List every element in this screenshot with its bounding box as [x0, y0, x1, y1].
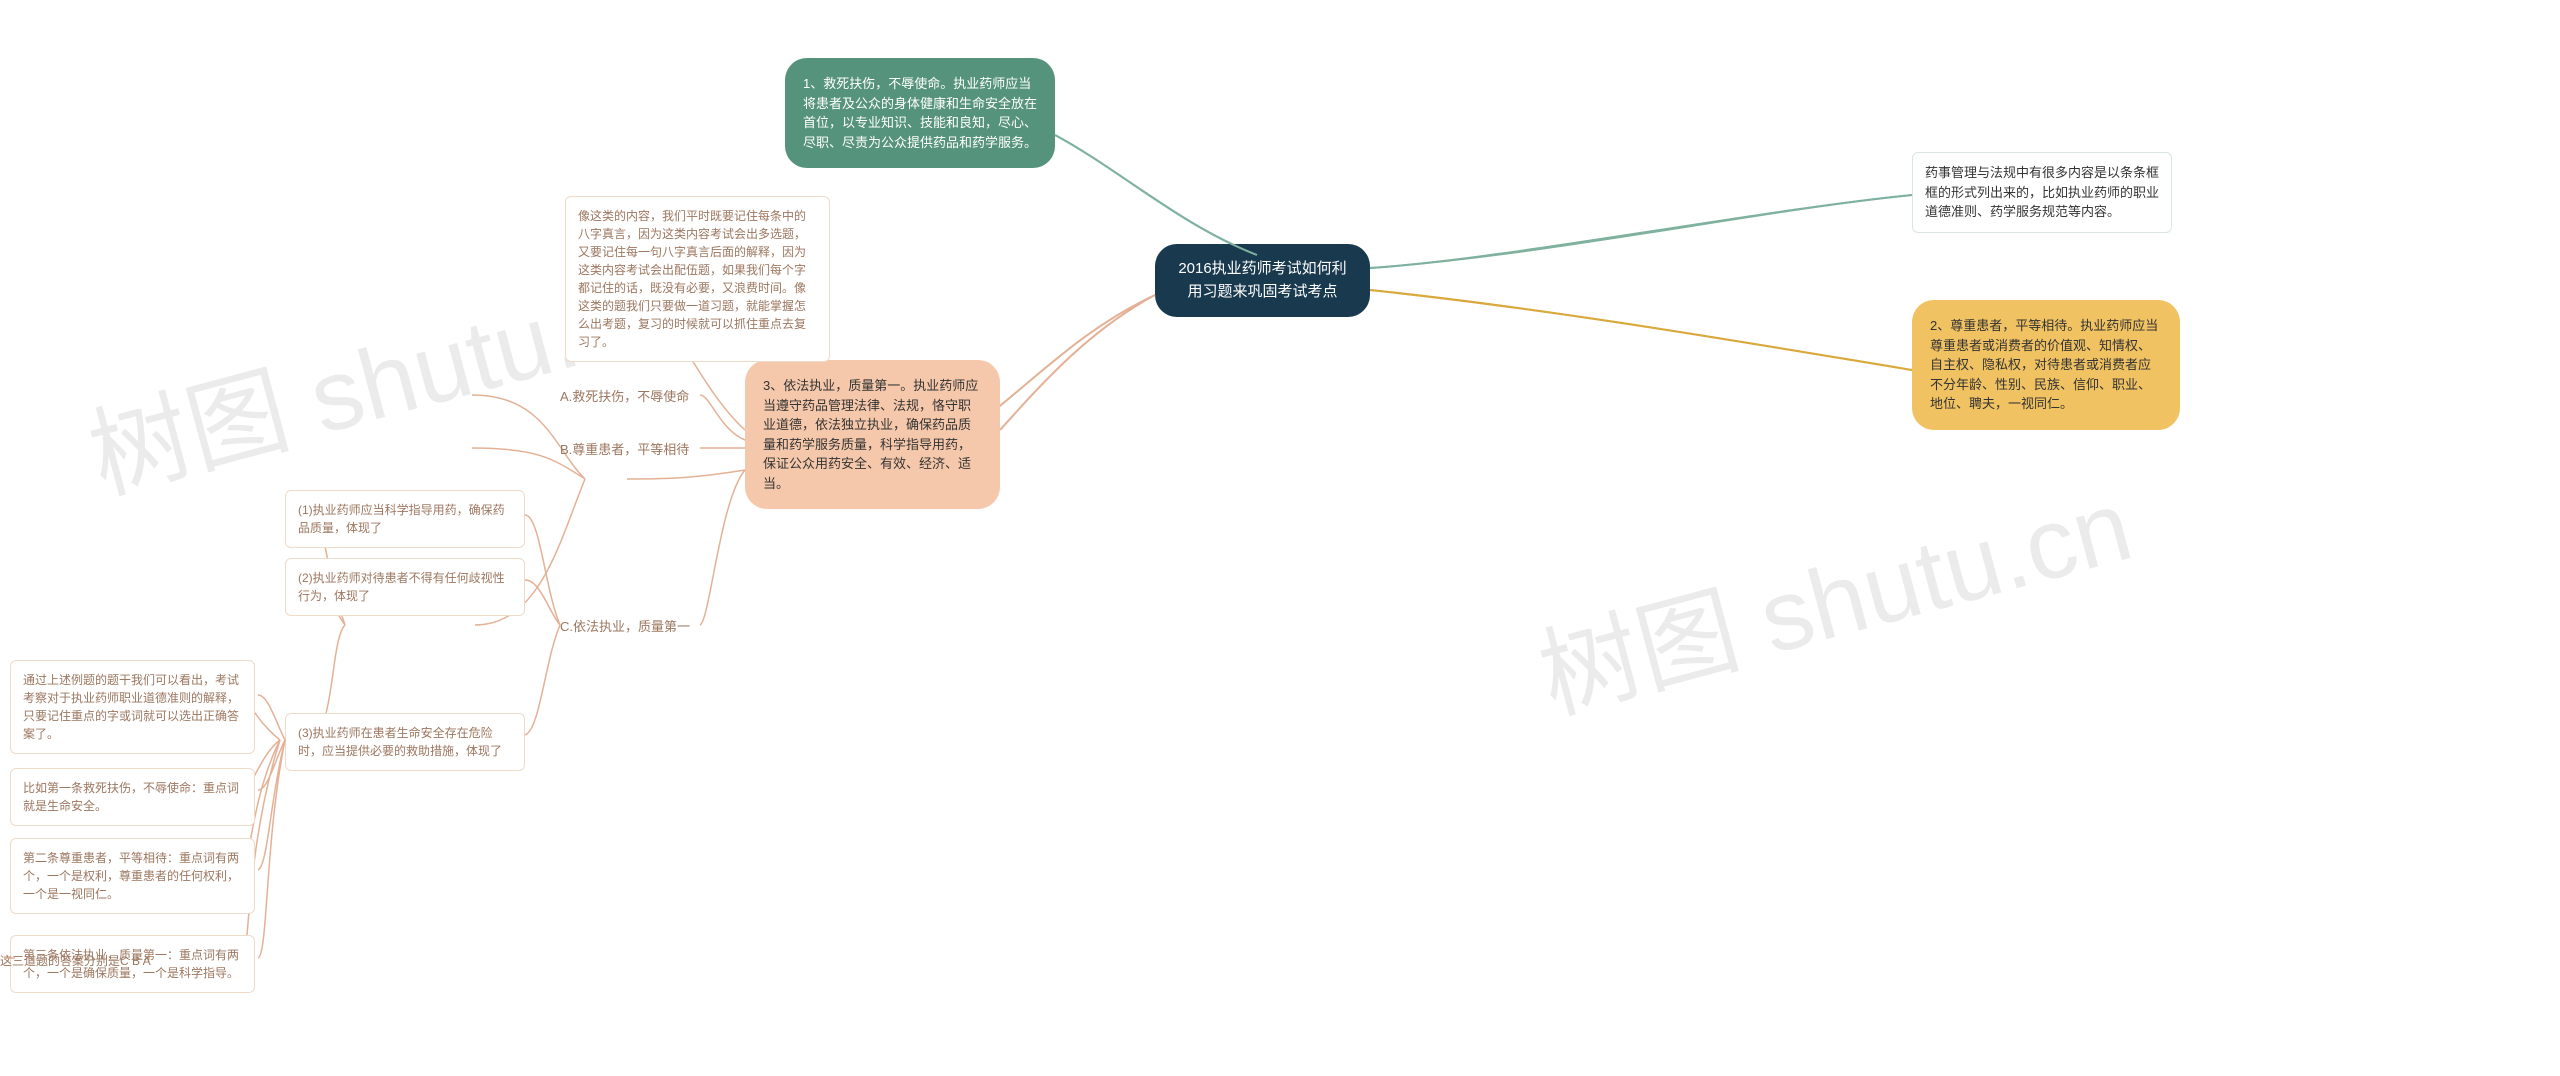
- branch-yellow[interactable]: 2、尊重患者，平等相待。执业药师应当尊重患者或消费者的价值观、知情权、自主权、隐…: [1912, 300, 2180, 430]
- branch-yellow-text: 2、尊重患者，平等相待。执业药师应当尊重患者或消费者的价值观、知情权、自主权、隐…: [1930, 318, 2158, 411]
- leaf-1-text: 通过上述例题的题干我们可以看出，考试考察对于执业药师职业道德准则的解释，只要记住…: [23, 673, 239, 741]
- peach-box-3-text: (3)执业药师在患者生命安全存在危险时，应当提供必要的救助措施，体现了: [298, 726, 502, 758]
- leaf-2-text: 比如第一条救死扶伤，不辱使命：重点词就是生命安全。: [23, 781, 239, 813]
- label-c: C.依法执业，质量第一: [560, 618, 690, 636]
- root-node[interactable]: 2016执业药师考试如何利 用习题来巩固考试考点: [1155, 244, 1370, 317]
- peach-box-1-text: (1)执业药师应当科学指导用药，确保药品质量，体现了: [298, 503, 505, 535]
- branch-green-text: 1、救死扶伤，不辱使命。执业药师应当将患者及公众的身体健康和生命安全放在首位，以…: [803, 76, 1037, 150]
- branch-green[interactable]: 1、救死扶伤，不辱使命。执业药师应当将患者及公众的身体健康和生命安全放在首位，以…: [785, 58, 1055, 168]
- leaf-1[interactable]: 通过上述例题的题干我们可以看出，考试考察对于执业药师职业道德准则的解释，只要记住…: [10, 660, 255, 754]
- label-a: A.救死扶伤，不辱使命: [560, 388, 689, 406]
- peach-intro-box[interactable]: 像这类的内容，我们平时既要记住每条中的八字真言，因为这类内容考试会出多选题，又要…: [565, 196, 830, 362]
- right-info-green[interactable]: 药事管理与法规中有很多内容是以条条框框的形式列出来的，比如执业药师的职业道德准则…: [1912, 152, 2172, 233]
- peach-intro-text: 像这类的内容，我们平时既要记住每条中的八字真言，因为这类内容考试会出多选题，又要…: [578, 209, 806, 349]
- peach-box-3[interactable]: (3)执业药师在患者生命安全存在危险时，应当提供必要的救助措施，体现了: [285, 713, 525, 771]
- leaf-5-label-visible: 这三道题的答案分别是C B A: [0, 953, 151, 970]
- branch-peach-text: 3、依法执业，质量第一。执业药师应当遵守药品管理法律、法规，恪守职业道德，依法独…: [763, 378, 978, 491]
- peach-box-1[interactable]: (1)执业药师应当科学指导用药，确保药品质量，体现了: [285, 490, 525, 548]
- watermark-2: 树图 shutu.cn: [1522, 444, 2145, 741]
- leaf-3-text: 第二条尊重患者，平等相待：重点词有两个，一个是权利，尊重患者的任何权利，一个是一…: [23, 851, 239, 901]
- peach-box-2[interactable]: (2)执业药师对待患者不得有任何歧视性行为，体现了: [285, 558, 525, 616]
- root-title: 2016执业药师考试如何利 用习题来巩固考试考点: [1175, 258, 1350, 303]
- branch-peach[interactable]: 3、依法执业，质量第一。执业药师应当遵守药品管理法律、法规，恪守职业道德，依法独…: [745, 360, 1000, 509]
- peach-box-2-text: (2)执业药师对待患者不得有任何歧视性行为，体现了: [298, 571, 505, 603]
- leaf-3[interactable]: 第二条尊重患者，平等相待：重点词有两个，一个是权利，尊重患者的任何权利，一个是一…: [10, 838, 255, 914]
- right-info-green-text: 药事管理与法规中有很多内容是以条条框框的形式列出来的，比如执业药师的职业道德准则…: [1925, 165, 2159, 219]
- label-b: B.尊重患者，平等相待: [560, 441, 689, 459]
- leaf-2[interactable]: 比如第一条救死扶伤，不辱使命：重点词就是生命安全。: [10, 768, 255, 826]
